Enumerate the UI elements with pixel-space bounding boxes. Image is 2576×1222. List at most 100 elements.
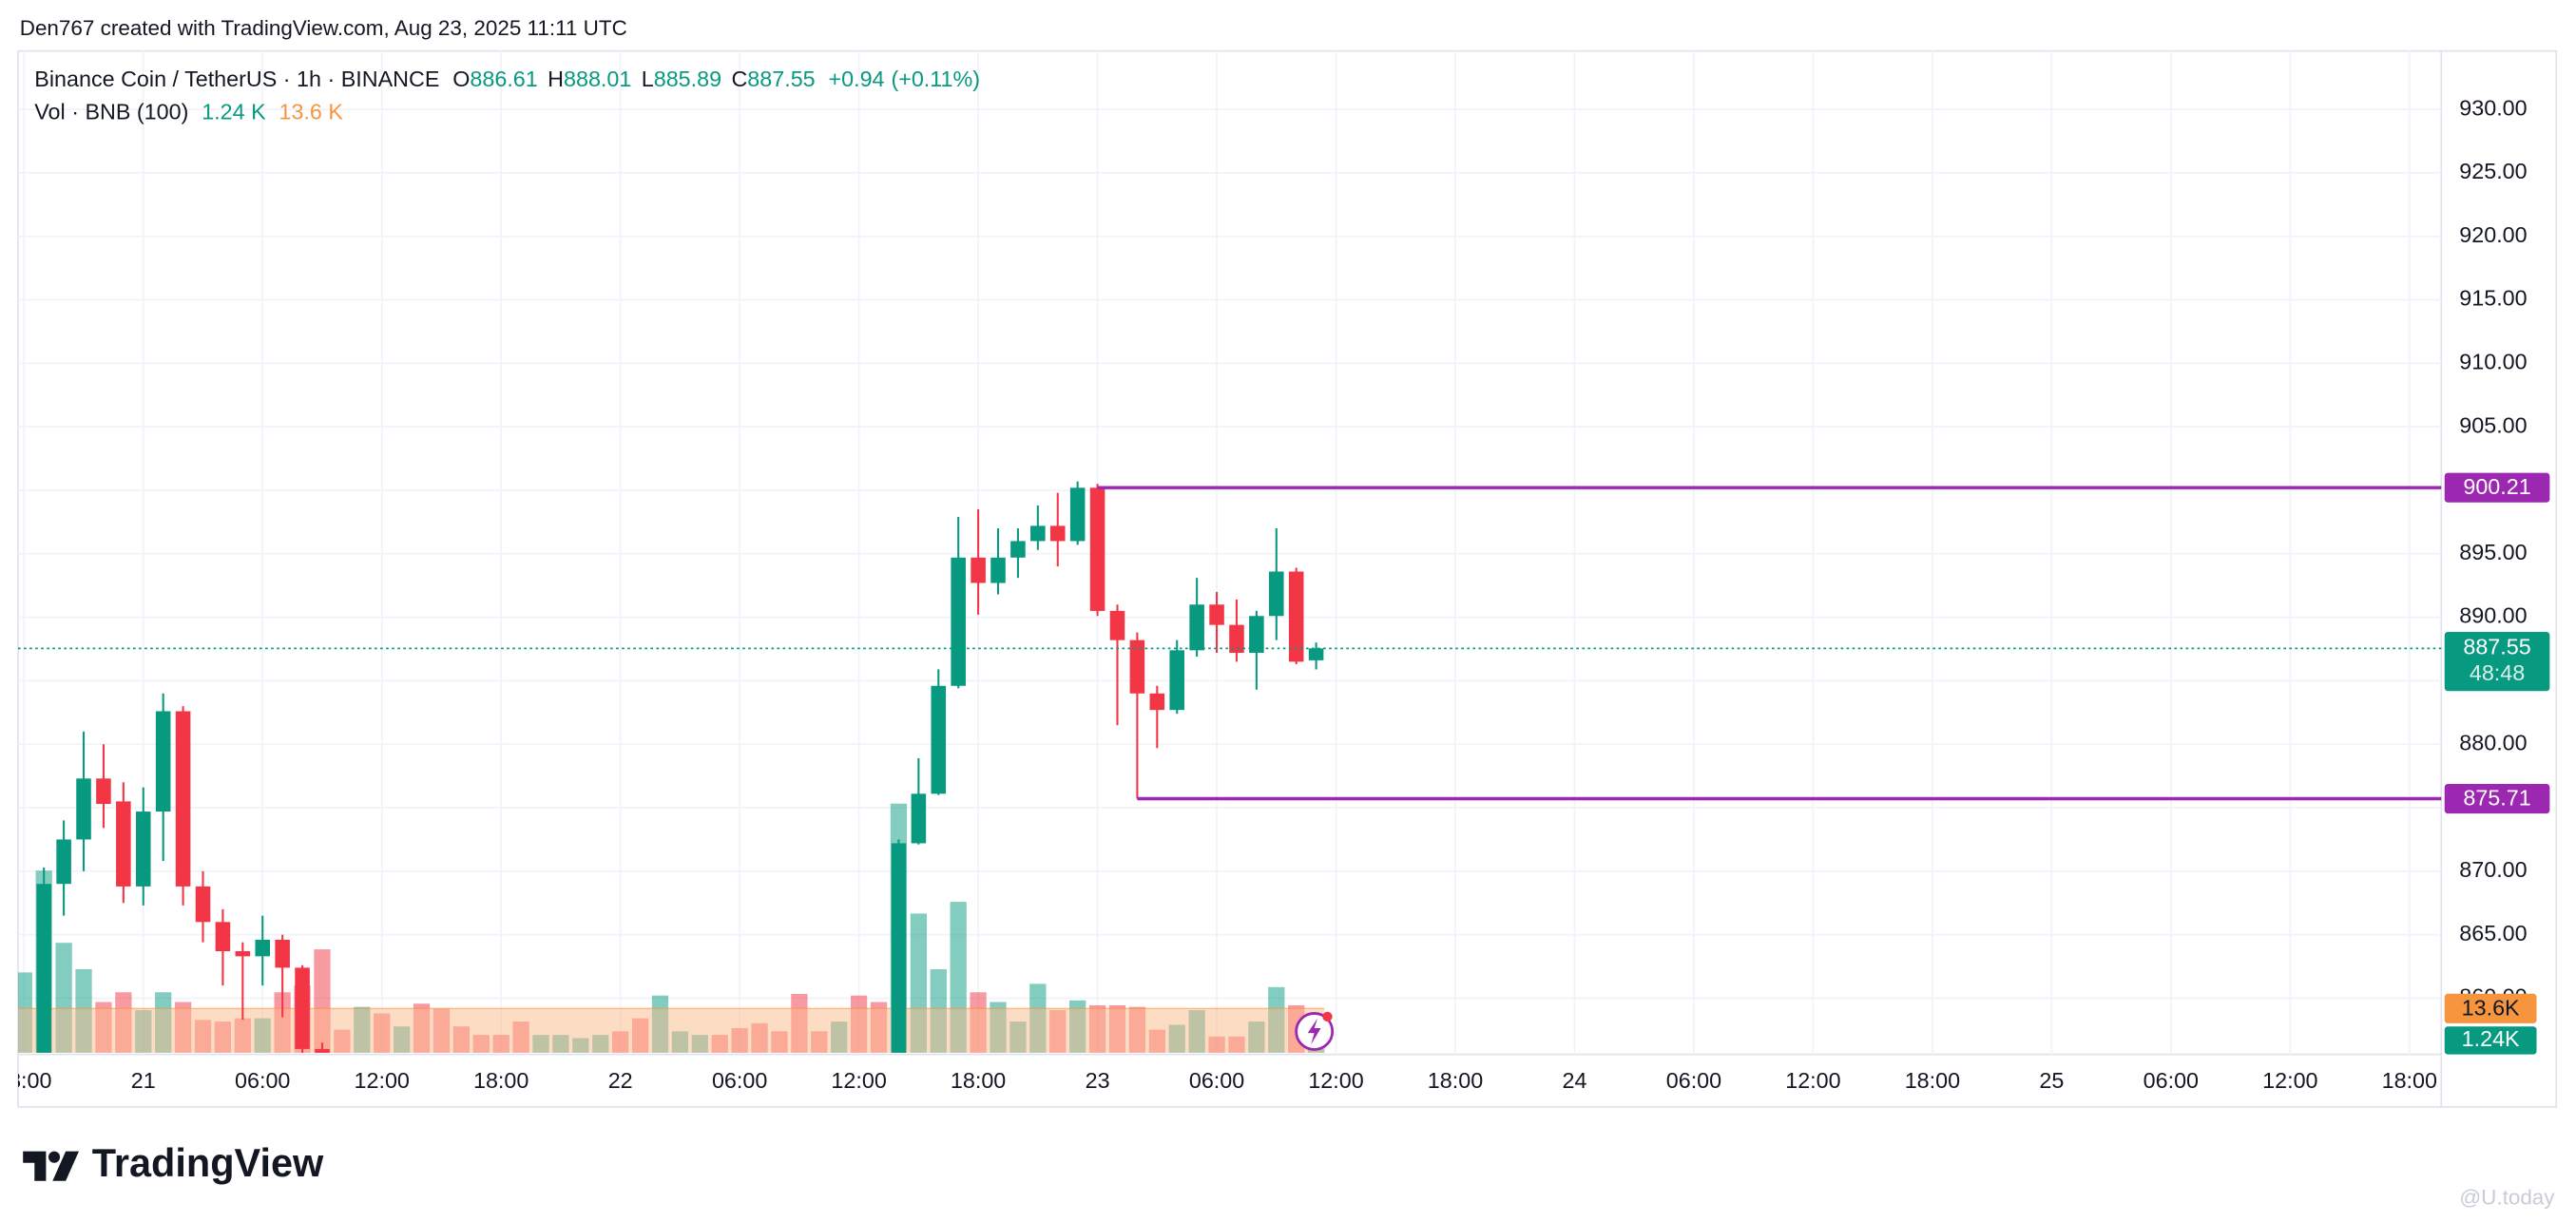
legend-change-percent: (+0.11%) [891, 67, 980, 91]
x-tick-label: 06:00 [1666, 1068, 1721, 1093]
legend-open: 886.61 [470, 67, 537, 91]
plot-area [18, 481, 1325, 1053]
candle-body [56, 839, 71, 885]
candle-body [891, 843, 907, 1053]
x-tick-label: 23 [1086, 1068, 1110, 1093]
volume-ma-legend-value: 13.6 K [279, 99, 343, 124]
volume-last-axis-label: 1.24K [2462, 1026, 2520, 1051]
candle-body [990, 557, 1006, 583]
candle-body [1069, 487, 1086, 542]
level-label-box [2444, 472, 2550, 503]
level-label: 875.71 [2463, 786, 2530, 811]
logo-v [52, 1151, 79, 1181]
candle-body [295, 967, 310, 1049]
x-tick-label: 12:00 [2262, 1068, 2317, 1093]
candle-body [116, 801, 131, 887]
watermark: @U.today [2459, 1186, 2555, 1210]
volume-ma-box [2444, 993, 2537, 1023]
icon-bolt [1307, 1018, 1321, 1045]
candle-body [1249, 616, 1264, 654]
y-tick-label: 865.00 [2459, 921, 2527, 945]
x-tick-label: 18:00 [473, 1068, 529, 1093]
legend-change: +0.94 [828, 67, 884, 91]
x-tick-label: 06:00 [1189, 1068, 1244, 1093]
candle-body [96, 778, 111, 805]
legend-close: 887.55 [747, 67, 815, 91]
x-tick-label: 18:00 [1905, 1068, 1960, 1093]
legend-key: L [642, 67, 654, 91]
candle-body [1308, 648, 1324, 660]
legend-key: O [452, 67, 470, 91]
last-price-box [2444, 632, 2550, 692]
x-tick-label: 12:00 [1308, 1068, 1363, 1093]
time-axis: 18:00 21 06:00 12:00 18:00 22 06:00 12:00 18:00 2… [0, 1068, 2437, 1093]
candle-body [36, 884, 51, 1053]
candle-body [255, 939, 271, 957]
credit: Den767 created with TradingView.com, Aug… [20, 16, 627, 40]
candle-body [1049, 525, 1066, 542]
logo-t [23, 1151, 47, 1181]
y-tick-label: 925.00 [2459, 159, 2527, 183]
x-tick-label: 18:00 [0, 1068, 51, 1093]
candle-body [1209, 604, 1224, 625]
candle-body [275, 939, 290, 968]
countdown-label: 48:48 [2470, 660, 2525, 685]
x-tick-label: 25 [2039, 1068, 2064, 1093]
y-tick-label: 905.00 [2459, 412, 2527, 437]
candle-body [315, 1048, 330, 1053]
candle-body [1129, 640, 1145, 694]
candle-body [155, 711, 171, 812]
candle-body [1089, 487, 1105, 611]
y-tick-label: 890.00 [2459, 603, 2527, 628]
x-tick-label: 12:00 [355, 1068, 410, 1093]
candle-body [1030, 525, 1046, 542]
legend-high: 888.01 [564, 67, 631, 91]
candle-body [195, 886, 211, 923]
overlay: Binance Coin / TetherUS · 1h · BINANCE O 8… [18, 67, 2442, 801]
brand: TradingView [92, 1140, 324, 1185]
candle-body [1109, 610, 1125, 640]
volume-legend-value: 1.24 K [202, 99, 266, 124]
y-tick-label: 915.00 [2459, 286, 2527, 311]
y-tick-label: 880.00 [2459, 730, 2527, 754]
x-tick-label: 12:00 [1785, 1068, 1840, 1093]
y-tick-label: 895.00 [2459, 540, 2527, 564]
candle-body [1169, 650, 1185, 711]
x-tick-label: 18:00 [1428, 1068, 1483, 1093]
candle-body [215, 922, 231, 952]
x-tick-label: 06:00 [2143, 1068, 2199, 1093]
legend-title: Binance Coin / TetherUS · 1h · BINANCE [34, 67, 439, 91]
candle-body [175, 711, 191, 887]
chart-frame [17, 49, 2558, 1108]
candle-body [76, 778, 91, 840]
legend-low: 885.89 [654, 67, 721, 91]
volume-ma-axis-label: 13.6K [2462, 995, 2520, 1020]
x-tick-label: 06:00 [235, 1068, 290, 1093]
candle-body [1288, 571, 1304, 662]
x-tick-label: 18:00 [2382, 1068, 2437, 1093]
candle-body [1149, 693, 1165, 711]
icon-dot [1322, 1011, 1333, 1022]
last-price-label: 887.55 [2463, 634, 2530, 659]
legend-key: C [731, 67, 747, 91]
volume-legend-name: Vol · BNB (100) [34, 99, 188, 124]
x-tick-label: 06:00 [712, 1068, 767, 1093]
x-tick-label: 18:00 [951, 1068, 1006, 1093]
candle-body [1229, 624, 1244, 654]
candle-body [911, 793, 927, 844]
y-tick-label: 930.00 [2459, 95, 2527, 120]
tv-logo: TradingView [23, 1140, 324, 1185]
y-tick-label: 910.00 [2459, 350, 2527, 374]
grid [18, 50, 2442, 1055]
x-tick-label: 24 [1563, 1068, 1587, 1093]
candle-body [951, 557, 966, 686]
logo-dot [48, 1151, 61, 1163]
x-tick-label: 22 [608, 1068, 633, 1093]
candle-body [971, 557, 986, 583]
candle-body [235, 951, 251, 957]
level-label: 900.21 [2463, 474, 2530, 499]
candle-body [1189, 604, 1204, 651]
legend-key: H [548, 67, 564, 91]
